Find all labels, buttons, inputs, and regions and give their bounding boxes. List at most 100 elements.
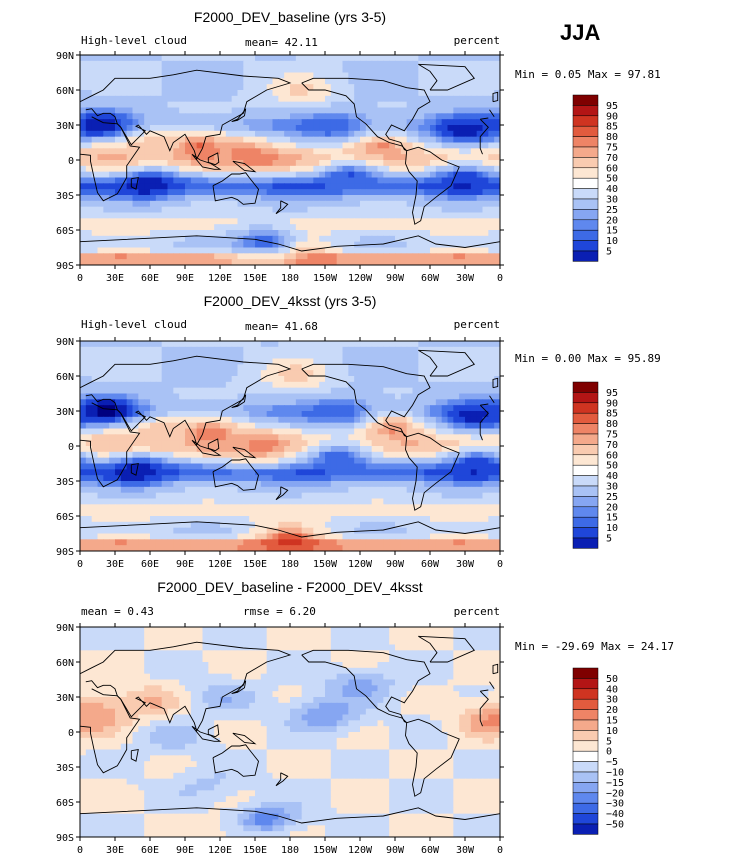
field-cell <box>150 498 157 505</box>
field-cell <box>161 84 169 91</box>
field-cell <box>325 428 332 435</box>
field-cell <box>435 195 443 202</box>
field-cell <box>354 405 361 412</box>
field-cell <box>360 498 367 505</box>
field-cell <box>430 84 437 91</box>
field-cell <box>190 84 198 91</box>
field-cell <box>336 119 344 126</box>
field-cell <box>336 241 344 249</box>
field-cell <box>231 72 239 79</box>
field-cell <box>249 66 256 74</box>
field-cell <box>336 498 344 505</box>
field-cell <box>307 469 314 476</box>
field-cell <box>406 259 414 265</box>
field-cell <box>220 195 227 202</box>
field-cell <box>441 66 449 74</box>
field-cell <box>120 200 128 208</box>
field-cell <box>330 195 338 202</box>
field-cell <box>418 364 425 371</box>
field-cell <box>109 84 116 91</box>
field-cell <box>237 195 244 202</box>
field-cell <box>348 206 355 214</box>
field-cell <box>371 446 379 453</box>
field-cell <box>325 481 332 488</box>
field-cell <box>400 154 408 161</box>
field-cell <box>307 411 314 418</box>
field-cell <box>313 451 320 459</box>
field-cell <box>150 475 157 482</box>
field-cell <box>348 230 355 237</box>
field-cell <box>325 224 332 231</box>
field-cell <box>325 160 332 167</box>
field-cell <box>430 101 437 109</box>
field-cell <box>319 521 326 529</box>
field-cell <box>278 457 285 465</box>
field-cell <box>260 113 268 120</box>
field-cell <box>103 516 110 523</box>
field-cell <box>400 241 408 249</box>
field-cell <box>231 212 239 219</box>
field-cell <box>173 434 180 441</box>
field-cell <box>330 200 338 208</box>
field-cell <box>482 346 489 354</box>
field-cell <box>406 481 414 488</box>
field-cell <box>80 142 87 149</box>
field-cell <box>120 241 128 249</box>
field-cell <box>488 486 495 494</box>
field-cell <box>237 160 244 167</box>
field-cell <box>360 510 367 517</box>
field-cell <box>161 206 169 214</box>
field-cell <box>185 259 192 265</box>
field-cell <box>255 259 262 265</box>
field-cell <box>266 358 274 365</box>
field-cell <box>430 434 437 441</box>
field-cell <box>465 125 472 132</box>
field-cell <box>97 200 104 208</box>
field-cell <box>278 136 285 144</box>
field-cell <box>307 195 314 202</box>
field-cell <box>150 259 157 265</box>
field-cell <box>494 510 500 517</box>
field-cell <box>400 422 408 430</box>
coastline <box>405 146 460 225</box>
field-cell <box>179 492 186 500</box>
field-cell <box>284 440 291 447</box>
field-cell <box>266 177 274 184</box>
field-cell <box>295 90 303 97</box>
field-cell <box>482 224 489 231</box>
field-cell <box>237 364 244 371</box>
field-cell <box>424 405 431 412</box>
field-cell <box>231 463 239 470</box>
field-cell <box>97 393 104 400</box>
field-cell <box>295 183 303 190</box>
field-cell <box>360 148 367 155</box>
field-cell <box>371 218 379 225</box>
field-cell <box>214 516 221 523</box>
field-cell <box>406 72 414 79</box>
field-cell <box>330 364 338 371</box>
field-cell <box>377 463 384 470</box>
field-cell <box>354 171 361 179</box>
field-cell <box>476 364 484 371</box>
field-cell <box>103 259 110 265</box>
field-cell <box>400 393 408 400</box>
colorbar-box <box>572 209 599 221</box>
field-cell <box>161 405 169 412</box>
field-cell <box>150 393 157 400</box>
field-cell <box>179 475 186 482</box>
field-cell <box>465 405 472 412</box>
field-cell <box>330 78 338 85</box>
field-cell <box>412 142 419 149</box>
field-cell <box>190 183 198 190</box>
field-cell <box>284 154 291 161</box>
field-cell <box>220 341 227 348</box>
field-cell <box>389 475 396 482</box>
field-cell <box>80 212 87 219</box>
field-cell <box>453 387 460 395</box>
field-cell <box>325 463 332 470</box>
field-cell <box>91 352 99 360</box>
field-cell <box>307 381 314 389</box>
field-cell <box>132 451 139 459</box>
field-cell <box>249 393 256 400</box>
field-cell <box>231 78 239 85</box>
